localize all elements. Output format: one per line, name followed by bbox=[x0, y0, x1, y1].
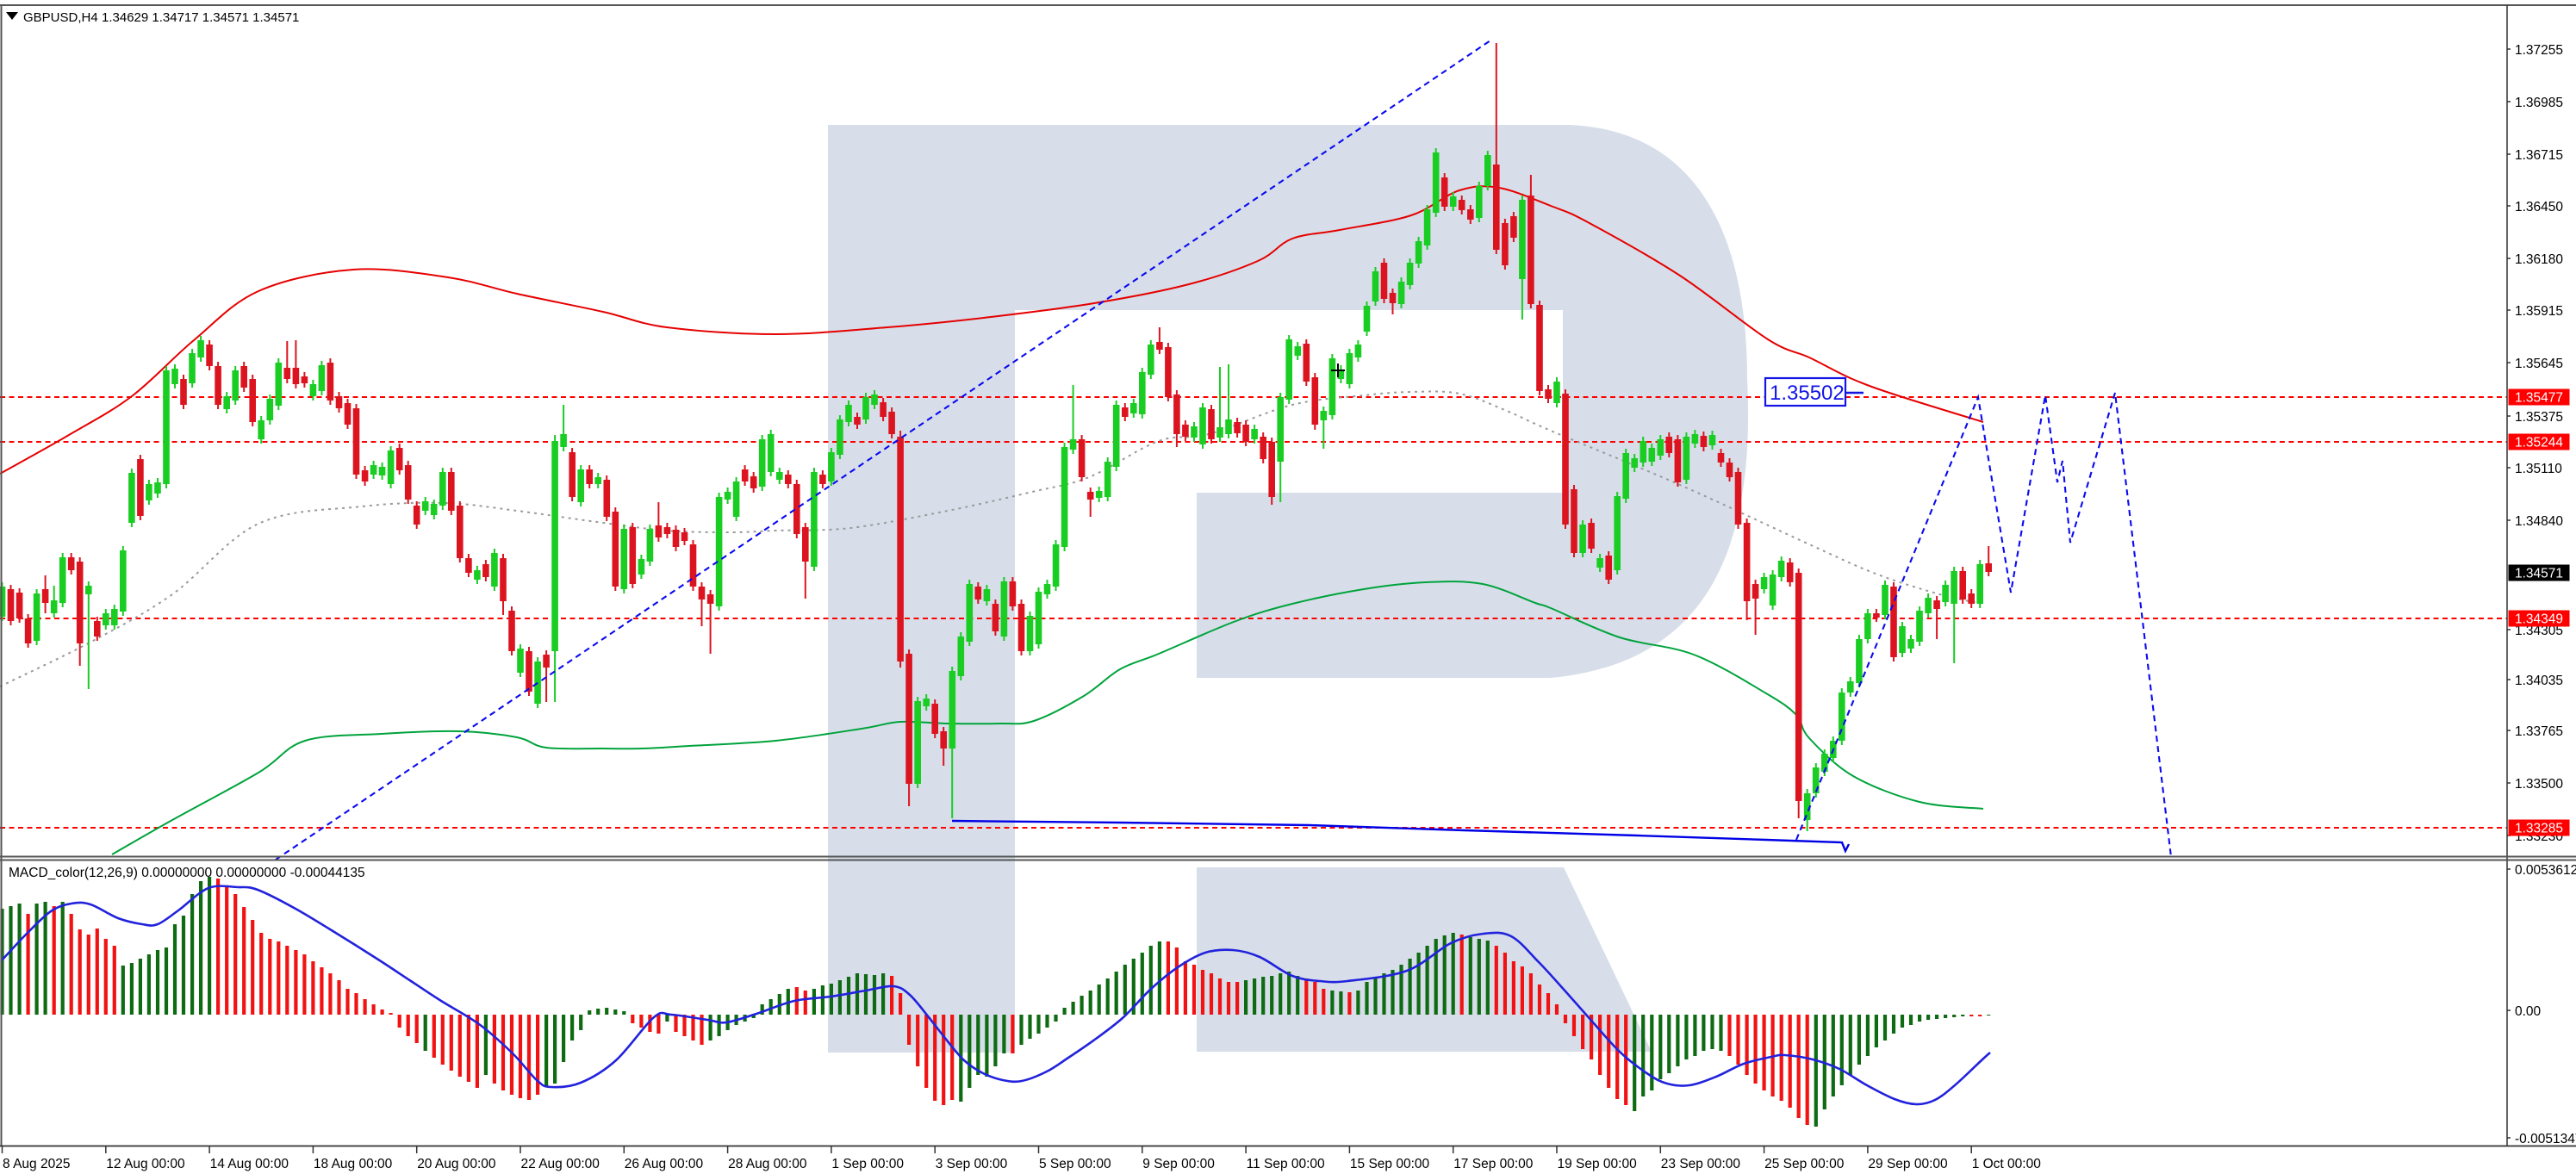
svg-text:5 Sep 00:00: 5 Sep 00:00 bbox=[1039, 1157, 1111, 1171]
svg-text:1.34035: 1.34035 bbox=[2515, 674, 2563, 688]
svg-text:1.34629 1.34717 1.34571 1.3457: 1.34629 1.34717 1.34571 1.34571 bbox=[102, 10, 299, 25]
svg-text:MACD_color(12,26,9) 0.00000000: MACD_color(12,26,9) 0.00000000 0.0000000… bbox=[9, 866, 365, 880]
svg-text:1.35375: 1.35375 bbox=[2515, 410, 2563, 425]
svg-text:15 Sep 00:00: 15 Sep 00:00 bbox=[1350, 1157, 1430, 1171]
svg-text:1.35645: 1.35645 bbox=[2515, 357, 2563, 371]
svg-text:1.35915: 1.35915 bbox=[2515, 304, 2563, 319]
svg-text:23 Sep 00:00: 23 Sep 00:00 bbox=[1661, 1157, 1741, 1171]
svg-text:17 Sep 00:00: 17 Sep 00:00 bbox=[1453, 1157, 1534, 1171]
svg-text:1.34305: 1.34305 bbox=[2515, 624, 2563, 638]
svg-text:12 Aug 00:00: 12 Aug 00:00 bbox=[106, 1157, 185, 1171]
svg-text:1.36715: 1.36715 bbox=[2515, 148, 2563, 163]
svg-text:1.33765: 1.33765 bbox=[2515, 724, 2563, 739]
svg-text:1.35110: 1.35110 bbox=[2515, 462, 2562, 476]
svg-text:-0.0051347: -0.0051347 bbox=[2515, 1132, 2576, 1146]
svg-text:1.35244: 1.35244 bbox=[2515, 436, 2563, 450]
svg-text:11 Sep 00:00: 11 Sep 00:00 bbox=[1247, 1157, 1325, 1171]
svg-text:14 Aug 00:00: 14 Aug 00:00 bbox=[210, 1157, 289, 1171]
svg-text:9 Sep 00:00: 9 Sep 00:00 bbox=[1142, 1157, 1215, 1171]
svg-text:1.33285: 1.33285 bbox=[2515, 822, 2563, 836]
svg-text:18 Aug 00:00: 18 Aug 00:00 bbox=[314, 1157, 393, 1171]
svg-text:3 Sep 00:00: 3 Sep 00:00 bbox=[936, 1157, 1008, 1171]
svg-text:GBPUSD,H4: GBPUSD,H4 bbox=[23, 10, 98, 25]
svg-text:1.37255: 1.37255 bbox=[2515, 43, 2563, 58]
svg-text:1 Oct 00:00: 1 Oct 00:00 bbox=[1972, 1157, 2042, 1171]
svg-text:0.0053612: 0.0053612 bbox=[2515, 863, 2576, 878]
svg-text:1.36985: 1.36985 bbox=[2515, 96, 2563, 110]
svg-text:0.00: 0.00 bbox=[2515, 1004, 2542, 1019]
svg-text:22 Aug 00:00: 22 Aug 00:00 bbox=[521, 1157, 600, 1171]
svg-text:19 Sep 00:00: 19 Sep 00:00 bbox=[1558, 1157, 1638, 1171]
svg-text:1.34349: 1.34349 bbox=[2515, 612, 2563, 627]
svg-text:1.35477: 1.35477 bbox=[2515, 391, 2563, 406]
svg-text:8 Aug 2025: 8 Aug 2025 bbox=[3, 1157, 70, 1171]
svg-text:1.33500: 1.33500 bbox=[2515, 777, 2563, 792]
svg-text:1.36180: 1.36180 bbox=[2515, 252, 2563, 267]
svg-text:29 Sep 00:00: 29 Sep 00:00 bbox=[1868, 1157, 1948, 1171]
svg-text:1.36450: 1.36450 bbox=[2515, 200, 2563, 214]
svg-text:1.34840: 1.34840 bbox=[2515, 514, 2563, 529]
svg-text:1 Sep 00:00: 1 Sep 00:00 bbox=[831, 1157, 904, 1171]
svg-text:1.34571: 1.34571 bbox=[2515, 567, 2563, 581]
svg-text:28 Aug 00:00: 28 Aug 00:00 bbox=[728, 1157, 807, 1171]
svg-text:26 Aug 00:00: 26 Aug 00:00 bbox=[625, 1157, 704, 1171]
svg-text:1.35502: 1.35502 bbox=[1770, 382, 1845, 405]
svg-text:20 Aug 00:00: 20 Aug 00:00 bbox=[417, 1157, 496, 1171]
svg-text:25 Sep 00:00: 25 Sep 00:00 bbox=[1764, 1157, 1845, 1171]
